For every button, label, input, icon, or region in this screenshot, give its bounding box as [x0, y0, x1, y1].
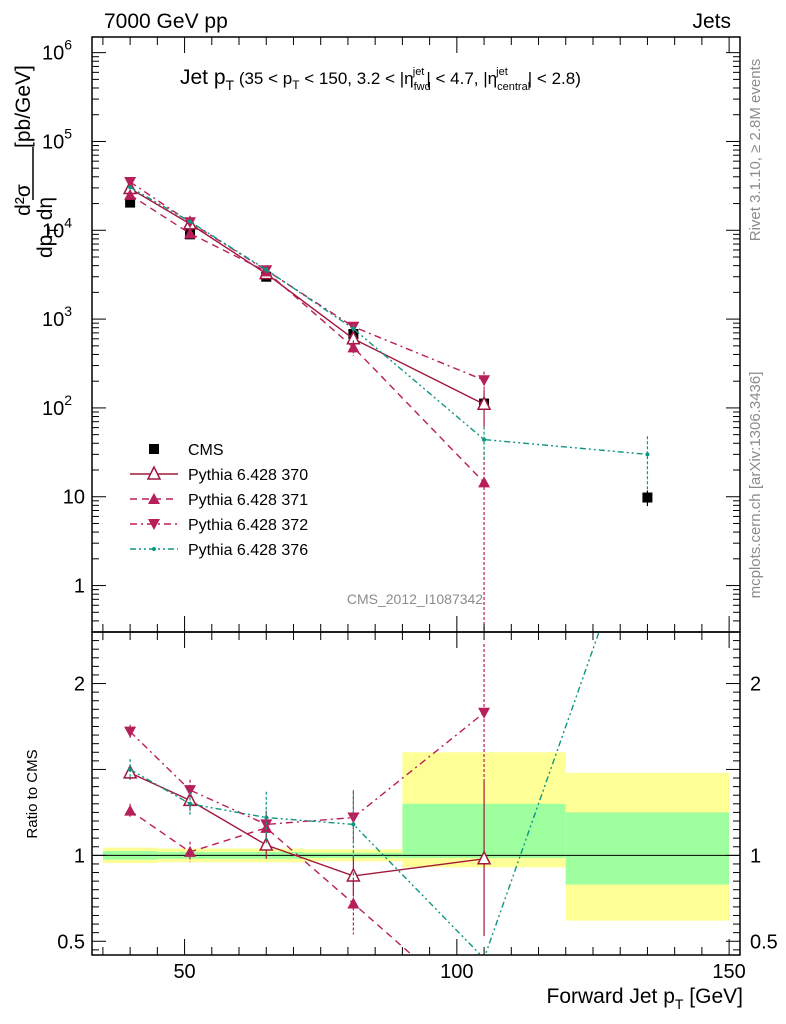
- ratio-point: [124, 804, 137, 816]
- ratio-point: [264, 815, 269, 820]
- svg-text:[pb/GeV]: [pb/GeV]: [12, 65, 35, 148]
- x-tick-label: 150: [712, 961, 745, 983]
- series-line-3: [129, 181, 485, 381]
- ratio-point: [128, 767, 133, 772]
- y-tick-exponent: 5: [64, 125, 72, 141]
- ratio-point: [476, 850, 492, 865]
- y-tick-exponent: 6: [64, 37, 72, 53]
- ratio-y-axis-label: Ratio to CMS: [24, 749, 41, 838]
- ratio-point: [188, 801, 193, 806]
- ratio-frame: [91, 631, 741, 956]
- ratio-y-tick-label-right: 1: [750, 845, 761, 867]
- plot-title: Jet pT (35 < pT < 150, 3.2 < |ηfwdjet | <…: [180, 66, 581, 93]
- stat-band-bin: [565, 812, 730, 885]
- analysis-watermark: CMS_2012_I1087342: [347, 591, 483, 607]
- data-point: [184, 227, 197, 239]
- legend-marker: [148, 519, 160, 530]
- data-point: [478, 375, 491, 387]
- mcplots-reference-label: mcplots.cern.ch [arXiv:1306.3436]: [747, 372, 764, 599]
- ratio-uncertainty-bands: [92, 752, 740, 921]
- ratio-point: [351, 822, 356, 827]
- data-point: [642, 492, 653, 503]
- data-point: [128, 185, 133, 190]
- ratio-point: [260, 819, 273, 831]
- ratio-y-tick-label: 2: [74, 674, 85, 696]
- data-point: [476, 395, 492, 410]
- legend-label: Pythia 6.428 370: [188, 467, 308, 484]
- ratio-series-layer: [122, 632, 600, 955]
- header-left-label: 7000 GeV pp: [104, 10, 228, 33]
- ratio-point: [347, 897, 360, 909]
- series-line-2: [129, 194, 485, 483]
- data-point: [188, 219, 193, 224]
- ratio-y-tick-label-right: 2: [750, 674, 761, 696]
- ratio-point: [184, 785, 197, 797]
- y-tick-label: 105: [42, 125, 72, 153]
- y-tick-exponent: 4: [64, 214, 72, 230]
- ratio-y-tick-label: 0.5: [57, 931, 85, 953]
- x-tick-label: 50: [173, 961, 195, 983]
- data-point: [478, 476, 491, 488]
- y-tick-exponent: 2: [64, 392, 72, 408]
- ratio-point: [259, 836, 274, 851]
- y-tick-label: 106: [42, 37, 72, 65]
- y-tick-exponent: 3: [64, 303, 72, 319]
- data-point: [482, 437, 487, 442]
- legend-label: CMS: [188, 442, 224, 459]
- legend-label: Pythia 6.428 372: [188, 517, 308, 534]
- data-point: [351, 326, 356, 331]
- y-tick-label: 102: [42, 392, 72, 420]
- y-tick-label: 103: [42, 303, 72, 331]
- ratio-line-3: [129, 632, 600, 955]
- x-tick-label: 100: [440, 961, 473, 983]
- legend-label: Pythia 6.428 371: [188, 492, 308, 509]
- data-point: [347, 341, 360, 353]
- data-point: [124, 188, 137, 200]
- ratio-point: [184, 845, 197, 857]
- ratio-point: [478, 707, 491, 719]
- svg-text:d²σ: d²σ: [12, 184, 35, 216]
- data-point: [264, 267, 269, 272]
- rivet-version-label: Rivet 3.1.10, ≥ 2.8M events: [747, 59, 764, 242]
- data-point: [124, 176, 137, 188]
- ratio-point: [124, 726, 137, 738]
- y-tick-label: 10: [63, 487, 85, 509]
- legend-marker: [146, 465, 162, 480]
- legend-marker: [149, 444, 159, 454]
- legend-marker: [148, 493, 160, 504]
- x-axis-label: Forward Jet pT [GeV]: [547, 985, 743, 1012]
- series-line-4: [129, 186, 648, 456]
- main-series-layer: [122, 176, 653, 632]
- legend: CMS Pythia 6.428 370 Pythia 6.428 371 Pythi…: [130, 442, 308, 559]
- ratio-y-tick-label: 1: [74, 845, 85, 867]
- ratio-line-1: [129, 810, 413, 955]
- header-right-label: Jets: [692, 10, 731, 33]
- ratio-line-2: [129, 712, 485, 826]
- data-point: [645, 452, 650, 457]
- legend-label: Pythia 6.428 376: [188, 542, 308, 559]
- ratio-y-tick-label-right: 0.5: [750, 931, 778, 953]
- legend-marker: [152, 547, 156, 551]
- y-tick-label: 1: [74, 576, 85, 598]
- data-point: [125, 197, 136, 208]
